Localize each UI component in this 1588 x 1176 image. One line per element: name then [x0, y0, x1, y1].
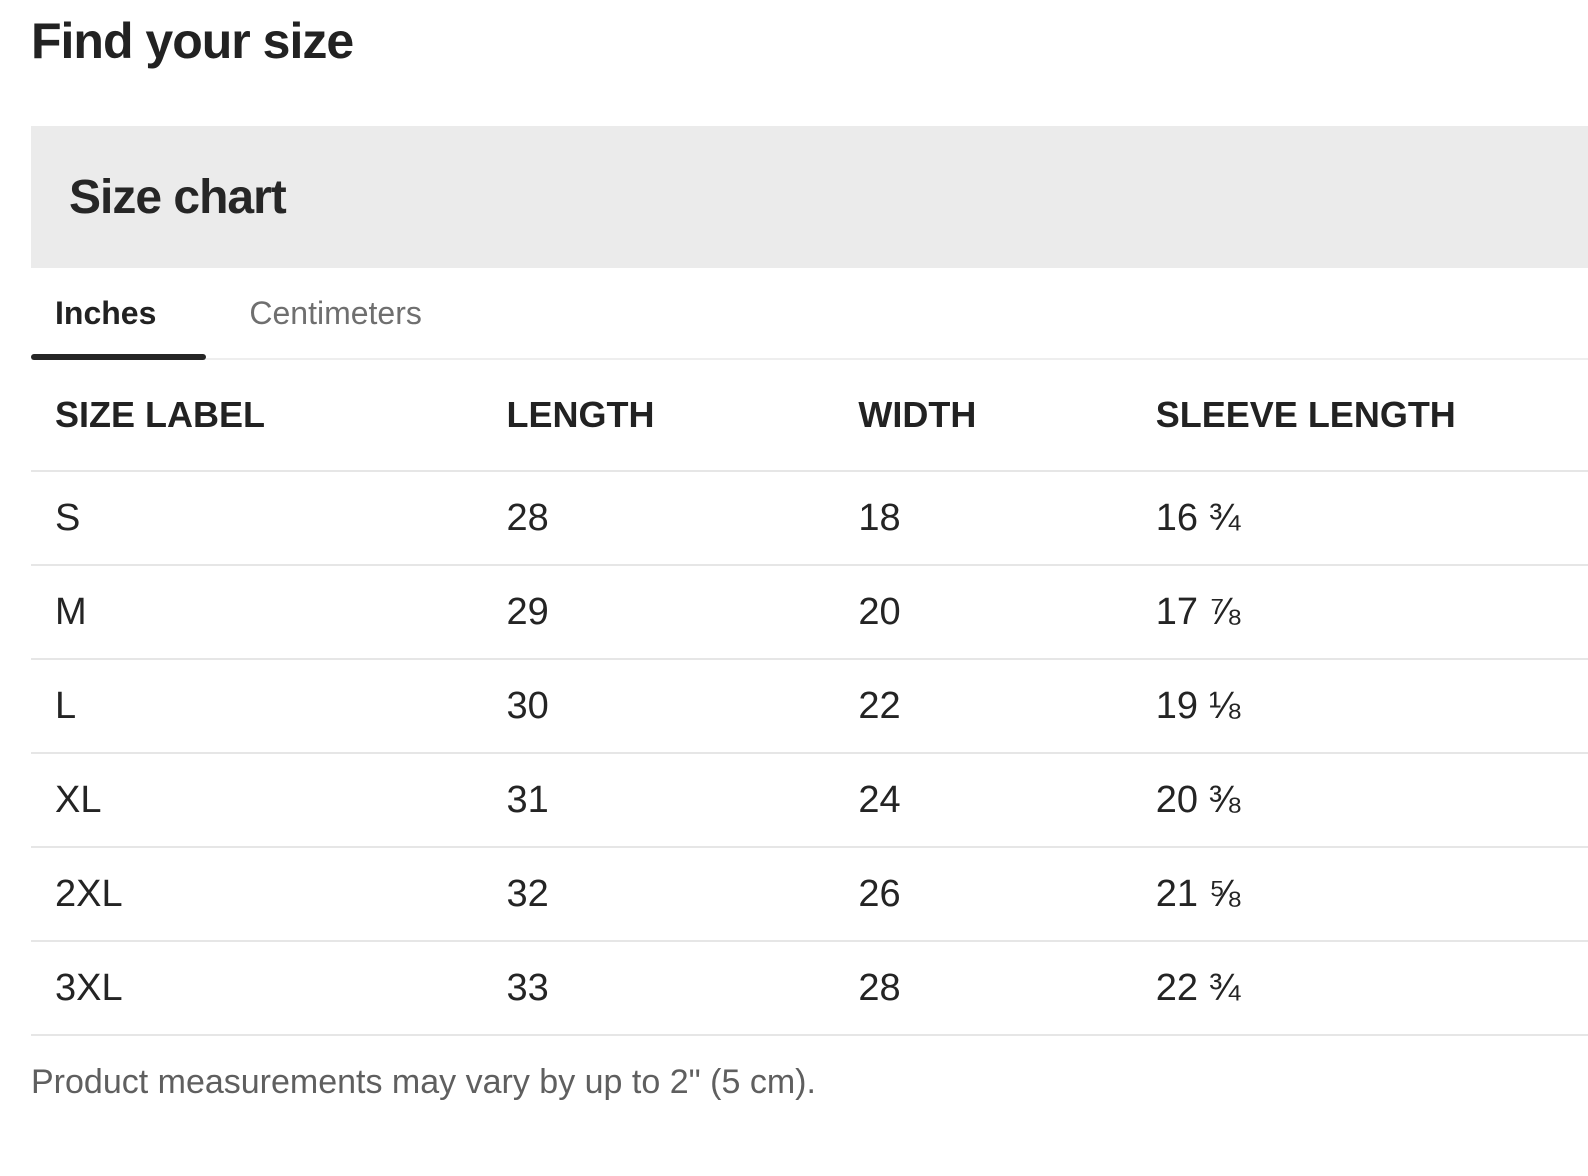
table-row: 2XL 32 26 21 ⅝ [31, 847, 1588, 942]
cell-size-label: M [31, 565, 483, 660]
cell-width: 24 [834, 753, 1132, 848]
cell-size-label: 3XL [31, 941, 483, 1036]
cell-sleeve-length: 20 ⅜ [1131, 753, 1588, 848]
size-table-body: S 28 18 16 ¾ M 29 20 17 ⅞ L 30 22 19 ⅛ XL 31 24 20 ⅜ 2XL… [31, 471, 1588, 1036]
cell-width: 20 [834, 565, 1132, 660]
size-guide-panel: Find your size Size chart Inches Centime… [31, 13, 1588, 1101]
cell-sleeve-length: 19 ⅛ [1131, 659, 1588, 754]
header-cell-width: WIDTH [834, 360, 1132, 472]
cell-width: 28 [834, 941, 1132, 1036]
page-title: Find your size [31, 13, 354, 69]
header-cell-length: LENGTH [482, 360, 835, 472]
header-cell-size-label: SIZE LABEL [31, 360, 483, 472]
header-row: SIZE LABEL LENGTH WIDTH SLEEVE LENGTH [31, 360, 1588, 472]
cell-sleeve-length: 22 ¾ [1131, 941, 1588, 1036]
cell-size-label: XL [31, 753, 483, 848]
table-row: S 28 18 16 ¾ [31, 471, 1588, 566]
size-chart-title: Size chart [69, 170, 287, 224]
size-table: SIZE LABEL LENGTH WIDTH SLEEVE LENGTH S 28 18… [31, 360, 1588, 1036]
cell-sleeve-length: 16 ¾ [1131, 471, 1588, 566]
table-row: M 29 20 17 ⅞ [31, 565, 1588, 660]
cell-length: 32 [482, 847, 835, 942]
tab-inches[interactable]: Inches [31, 268, 207, 360]
table-row: 3XL 33 28 22 ¾ [31, 941, 1588, 1036]
header-cell-sleeve-length: SLEEVE LENGTH [1131, 360, 1588, 472]
size-chart-banner: Size chart [31, 126, 1588, 268]
table-row: XL 31 24 20 ⅜ [31, 753, 1588, 848]
table-row: L 30 22 19 ⅛ [31, 659, 1588, 754]
cell-width: 18 [834, 471, 1132, 566]
cell-sleeve-length: 17 ⅞ [1131, 565, 1588, 660]
cell-size-label: L [31, 659, 483, 754]
cell-length: 28 [482, 471, 835, 566]
cell-length: 33 [482, 941, 835, 1036]
unit-tabs: Inches Centimeters [31, 268, 1588, 360]
tab-centimeters[interactable]: Centimeters [249, 294, 422, 331]
cell-size-label: 2XL [31, 847, 483, 942]
cell-width: 26 [834, 847, 1132, 942]
measurement-note: Product measurements may vary by up to 2… [31, 1063, 816, 1101]
cell-length: 29 [482, 565, 835, 660]
cell-size-label: S [31, 471, 483, 566]
cell-width: 22 [834, 659, 1132, 754]
cell-length: 30 [482, 659, 835, 754]
cell-sleeve-length: 21 ⅝ [1131, 847, 1588, 942]
cell-length: 31 [482, 753, 835, 848]
